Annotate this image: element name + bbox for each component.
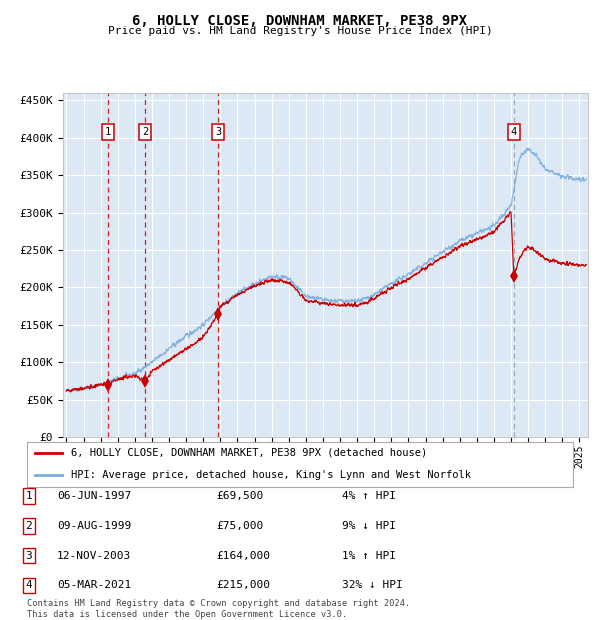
Text: 6, HOLLY CLOSE, DOWNHAM MARKET, PE38 9PX (detached house): 6, HOLLY CLOSE, DOWNHAM MARKET, PE38 9PX…	[71, 448, 427, 458]
Text: 3: 3	[25, 551, 32, 560]
Text: 9% ↓ HPI: 9% ↓ HPI	[342, 521, 396, 531]
Text: 09-AUG-1999: 09-AUG-1999	[57, 521, 131, 531]
Text: 2: 2	[142, 127, 148, 137]
Text: £75,000: £75,000	[216, 521, 263, 531]
Text: 05-MAR-2021: 05-MAR-2021	[57, 580, 131, 590]
Text: £164,000: £164,000	[216, 551, 270, 560]
Text: 2: 2	[25, 521, 32, 531]
Text: 1: 1	[105, 127, 111, 137]
Text: £69,500: £69,500	[216, 491, 263, 501]
Text: Contains HM Land Registry data © Crown copyright and database right 2024.
This d: Contains HM Land Registry data © Crown c…	[27, 600, 410, 619]
Text: £215,000: £215,000	[216, 580, 270, 590]
Text: 1: 1	[25, 491, 32, 501]
Text: 12-NOV-2003: 12-NOV-2003	[57, 551, 131, 560]
Text: Price paid vs. HM Land Registry's House Price Index (HPI): Price paid vs. HM Land Registry's House …	[107, 26, 493, 36]
Text: 3: 3	[215, 127, 221, 137]
Text: 1% ↑ HPI: 1% ↑ HPI	[342, 551, 396, 560]
Text: 6, HOLLY CLOSE, DOWNHAM MARKET, PE38 9PX: 6, HOLLY CLOSE, DOWNHAM MARKET, PE38 9PX	[133, 14, 467, 28]
Text: 4: 4	[25, 580, 32, 590]
Text: HPI: Average price, detached house, King's Lynn and West Norfolk: HPI: Average price, detached house, King…	[71, 470, 470, 480]
Text: 4: 4	[511, 127, 517, 137]
Text: 06-JUN-1997: 06-JUN-1997	[57, 491, 131, 501]
Text: 4% ↑ HPI: 4% ↑ HPI	[342, 491, 396, 501]
Text: 32% ↓ HPI: 32% ↓ HPI	[342, 580, 403, 590]
